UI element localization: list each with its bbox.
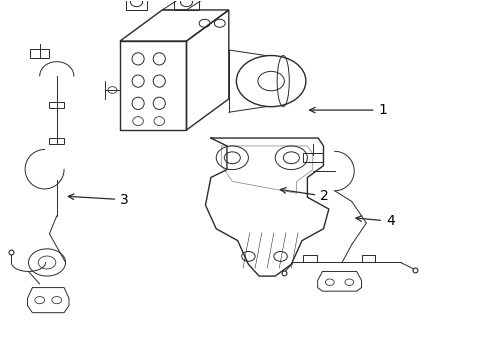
Text: 3: 3	[68, 193, 129, 207]
Text: 4: 4	[355, 214, 394, 228]
Bar	[303, 255, 316, 262]
Bar	[49, 138, 64, 144]
Text: 1: 1	[309, 103, 386, 117]
Text: 2: 2	[280, 188, 328, 203]
Bar	[361, 255, 374, 262]
Bar	[49, 102, 64, 108]
Bar	[303, 153, 322, 162]
Bar	[30, 49, 49, 58]
